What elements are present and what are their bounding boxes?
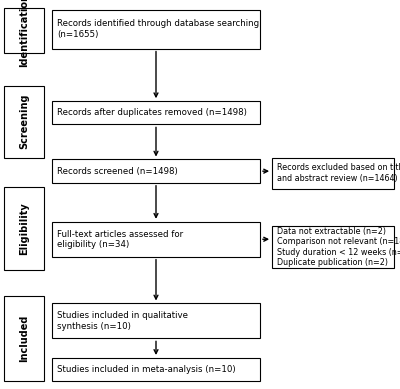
Text: Records screened (n=1498): Records screened (n=1498) — [57, 166, 178, 176]
Bar — [52, 358, 260, 381]
Text: Studies included in meta-analysis (n=10): Studies included in meta-analysis (n=10) — [57, 365, 236, 374]
Text: Eligibility: Eligibility — [19, 202, 29, 255]
Text: Records after duplicates removed (n=1498): Records after duplicates removed (n=1498… — [57, 108, 247, 117]
Bar — [52, 222, 260, 257]
Text: Identification: Identification — [19, 0, 29, 67]
Bar — [4, 86, 44, 158]
Text: Studies included in qualitative
synthesis (n=10): Studies included in qualitative synthesi… — [57, 311, 188, 331]
Text: Included: Included — [19, 315, 29, 362]
Bar — [4, 187, 44, 270]
Bar — [52, 10, 260, 49]
Text: Full-text articles assessed for
eligibility (n=34): Full-text articles assessed for eligibil… — [57, 230, 183, 249]
Bar — [4, 8, 44, 53]
Bar — [52, 101, 260, 124]
Bar — [52, 303, 260, 338]
Bar — [52, 159, 260, 183]
Text: Data not extractable (n=2)
Comparison not relevant (n=18)
Study duration < 12 we: Data not extractable (n=2) Comparison no… — [277, 227, 400, 267]
Text: Records excluded based on title
and abstract review (n=1464): Records excluded based on title and abst… — [277, 163, 400, 183]
Bar — [272, 226, 394, 268]
Bar — [272, 158, 394, 189]
Text: Screening: Screening — [19, 94, 29, 149]
Text: Records identified through database searching
(n=1655): Records identified through database sear… — [57, 19, 259, 39]
Bar — [4, 296, 44, 381]
